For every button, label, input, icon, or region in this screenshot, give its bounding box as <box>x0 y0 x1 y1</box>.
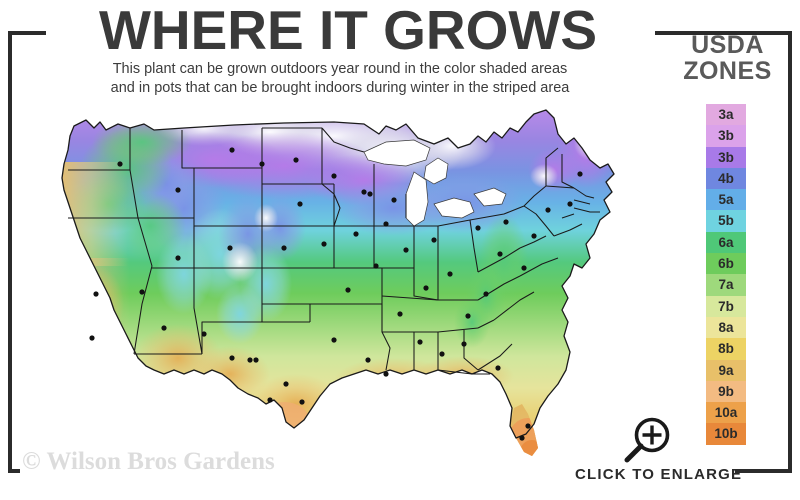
legend-swatch-label: 9b <box>718 383 734 399</box>
frame-bottom-left <box>8 469 20 473</box>
legend-heading-line-2: ZONES <box>683 57 772 85</box>
legend-swatch-label: 10b <box>714 426 738 442</box>
legend-swatch-5a-4: 5a <box>706 189 746 211</box>
frame-right <box>788 31 792 473</box>
legend-swatch-label: 7b <box>718 298 734 314</box>
legend-swatch-label: 8b <box>718 341 734 357</box>
page-title-text: WHERE IT GROWS <box>98 0 598 61</box>
subtitle-line-2: and in pots that can be brought indoors … <box>110 80 570 96</box>
usda-zone-legend: 3a 3b 3b 4b 5a 5b 6a 6b 7a 7b 8a 8b 9a 9b 10a 10b <box>706 104 746 445</box>
legend-swatch-label: 3b <box>718 128 734 144</box>
click-to-enlarge-label[interactable]: CLICK TO ENLARGE <box>575 466 743 483</box>
frame-top-right <box>655 31 792 35</box>
legend-swatch-3b-2: 3b <box>706 146 746 168</box>
page-title: WHERE IT GROWS <box>48 2 648 58</box>
legend-swatch-label: 5b <box>718 213 734 229</box>
legend-swatch-6a-6: 6a <box>706 231 746 254</box>
legend-heading: USDA ZONES <box>665 32 790 84</box>
legend-swatch-4b-3: 4b <box>706 167 746 190</box>
legend-swatch-label: 3b <box>718 149 734 165</box>
legend-swatch-8b-11: 8b <box>706 338 746 360</box>
legend-swatch-label: 10a <box>714 405 738 421</box>
legend-swatch-label: 6a <box>718 234 734 250</box>
legend-swatch-6b-7: 6b <box>706 253 746 275</box>
legend-swatch-3b-1: 3b <box>706 125 746 147</box>
legend-swatch-10b-15: 10b <box>706 423 746 445</box>
subtitle-line-1: This plant can be grown outdoors year ro… <box>112 61 568 77</box>
legend-swatch-label: 9a <box>718 362 734 378</box>
map-svg <box>61 109 615 456</box>
subtitle: This plant can be grown outdoors year ro… <box>40 60 640 98</box>
legend-swatch-8a-10: 8a <box>706 316 746 339</box>
legend-swatch-label: 8a <box>718 319 734 335</box>
legend-swatch-label: 4b <box>718 170 734 186</box>
legend-swatch-3a-0: 3a <box>706 104 746 126</box>
legend-swatch-7b-9: 7b <box>706 295 746 317</box>
magnifier-zoom-icon[interactable] <box>620 415 676 470</box>
legend-swatch-10a-14: 10a <box>706 402 746 424</box>
legend-swatch-5b-5: 5b <box>706 210 746 232</box>
legend-swatch-9a-12: 9a <box>706 359 746 381</box>
watermark: © Wilson Bros Gardens <box>22 448 275 475</box>
frame-left <box>8 31 12 473</box>
frame-bottom-right <box>735 469 792 473</box>
city-dots <box>89 147 583 441</box>
legend-swatch-label: 5a <box>718 192 734 208</box>
magnifier-glyph <box>624 417 670 463</box>
legend-swatch-label: 7a <box>718 277 734 293</box>
legend-heading-line-1: USDA <box>691 31 764 59</box>
legend-swatch-label: 6b <box>718 256 734 272</box>
usda-hardiness-zone-map[interactable] <box>34 108 674 458</box>
legend-swatch-7a-8: 7a <box>706 274 746 296</box>
legend-swatch-9b-13: 9b <box>706 380 746 403</box>
frame-top-left <box>8 31 46 35</box>
legend-swatch-label: 3a <box>718 107 734 122</box>
state-borders <box>61 109 615 439</box>
great-lakes <box>363 139 507 227</box>
